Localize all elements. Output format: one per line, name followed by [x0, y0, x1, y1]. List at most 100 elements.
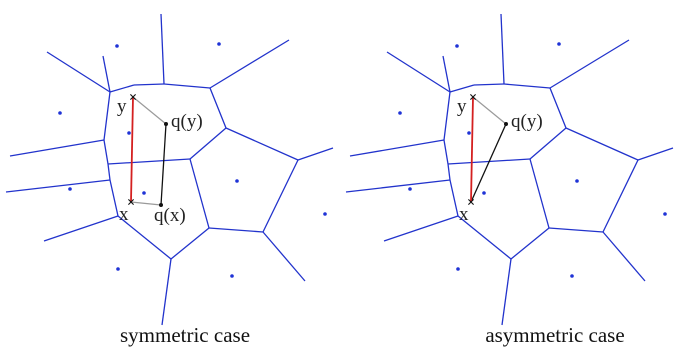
label-qy: q(y) [171, 111, 203, 132]
voronoi-edge [565, 127, 639, 161]
cross-stroke [468, 199, 474, 205]
site-dot [323, 212, 327, 216]
voronoi-edge [163, 83, 211, 89]
qy-dot [504, 122, 508, 126]
voronoi-edge [457, 215, 512, 260]
y-marker [130, 94, 136, 100]
cross-stroke [470, 94, 476, 100]
site-dot [116, 267, 120, 271]
voronoi-sites [58, 42, 327, 278]
voronoi-edge [529, 158, 550, 229]
x-to-qx-segment [130, 201, 162, 206]
label-qy: q(y) [511, 111, 543, 132]
cross-stroke [128, 199, 134, 205]
point-markers [128, 94, 168, 207]
voronoi-edge [225, 127, 299, 161]
voronoi-edge [447, 163, 451, 181]
x-marker [468, 199, 474, 205]
voronoi-edge [602, 159, 639, 233]
voronoi-edge [209, 39, 290, 89]
site-dot [127, 131, 131, 135]
voronoi-edge [503, 83, 551, 89]
voronoi-edge [160, 13, 165, 85]
voronoi-edge [208, 227, 264, 233]
voronoi-edge [602, 231, 646, 282]
x-marker [128, 199, 134, 205]
site-dot [408, 187, 412, 191]
voronoi-edge [500, 13, 505, 85]
site-dot [482, 191, 486, 195]
voronoi-edge [103, 91, 111, 141]
site-dot [455, 44, 459, 48]
construction-segments [470, 96, 507, 203]
y-to-qy-segment [472, 96, 507, 125]
site-dot [456, 267, 460, 271]
site-dot [68, 187, 72, 191]
voronoi-edge [549, 87, 567, 129]
qy-dot [164, 122, 168, 126]
site-dot [142, 191, 146, 195]
site-dot [663, 212, 667, 216]
voronoi-edge [449, 179, 459, 217]
voronoi-edge [443, 139, 449, 165]
voronoi-edge [109, 84, 135, 93]
voronoi-edge [189, 158, 210, 229]
qy-to-qx-segment [160, 123, 167, 206]
caption-asymmetric: asymmetric case [485, 323, 624, 347]
asymmetric-panel: y q(y) x asymmetric case [345, 13, 674, 347]
voronoi-edge [449, 84, 475, 93]
qy-to-x-segment [470, 123, 507, 203]
site-dot [58, 111, 62, 115]
voronoi-edge [345, 179, 451, 193]
voronoi-edges [345, 13, 674, 326]
voronoi-edge [548, 227, 604, 233]
voronoi-edge [549, 39, 630, 89]
site-dot [115, 44, 119, 48]
site-dot [557, 42, 561, 46]
voronoi-edge [102, 55, 111, 93]
site-dot [575, 179, 579, 183]
voronoi-edge [161, 258, 172, 326]
site-dot [217, 42, 221, 46]
voronoi-edge [442, 55, 451, 93]
voronoi-edge [43, 215, 119, 242]
voronoi-edge [529, 127, 567, 160]
site-dot [467, 131, 471, 135]
voronoi-edge [209, 87, 227, 129]
voronoi-edge [107, 163, 111, 181]
symmetric-panel: y q(y) x q(x) symmetric case [5, 13, 334, 347]
voronoi-edge [349, 139, 445, 157]
site-dot [398, 111, 402, 115]
voronoi-edge [510, 227, 550, 260]
voronoi-edge [46, 51, 111, 93]
voronoi-edges [5, 13, 334, 326]
voronoi-edge [103, 139, 109, 165]
voronoi-edge [262, 159, 299, 233]
voronoi-edge [9, 139, 105, 157]
caption-symmetric: symmetric case [120, 323, 250, 347]
voronoi-edge [443, 91, 451, 141]
label-y: y [117, 96, 127, 117]
voronoi-edge [383, 215, 459, 242]
site-dot [570, 274, 574, 278]
y-to-qy-segment [132, 96, 167, 125]
voronoi-edge [109, 179, 119, 217]
x-to-y-segment [470, 96, 474, 203]
voronoi-edge [297, 147, 334, 161]
voronoi-edge [5, 179, 111, 193]
voronoi-edge [133, 83, 165, 86]
point-markers [468, 94, 508, 205]
site-dot [235, 179, 239, 183]
voronoi-edge [386, 51, 451, 93]
label-y: y [457, 96, 467, 117]
site-dot [230, 274, 234, 278]
y-marker [470, 94, 476, 100]
label-qx: q(x) [154, 205, 186, 226]
voronoi-edge [107, 158, 191, 165]
voronoi-edge [501, 258, 512, 326]
voronoi-sites [398, 42, 667, 278]
voronoi-edge [117, 215, 172, 260]
label-x: x [459, 204, 469, 225]
qx-dot [159, 203, 163, 207]
